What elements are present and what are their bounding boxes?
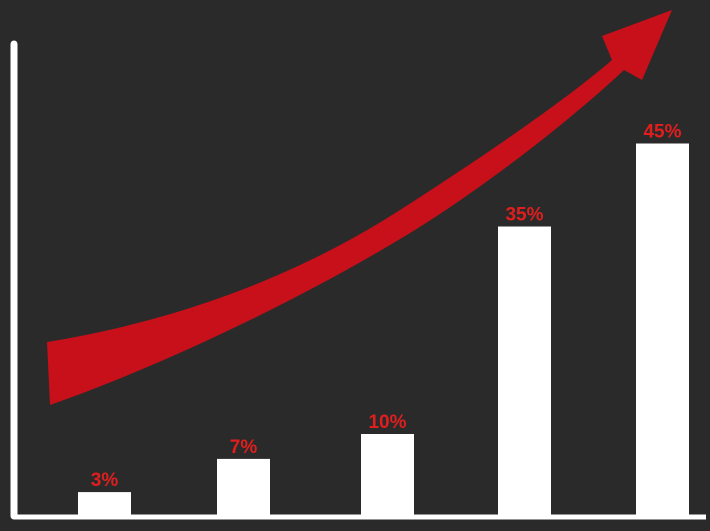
data-labels-group: 3% 7% 10% 35% 45% <box>91 122 682 492</box>
bar-5 <box>636 143 689 517</box>
data-label-5: 45% <box>643 122 681 143</box>
bar-1 <box>78 492 131 517</box>
data-label-4: 35% <box>505 205 543 226</box>
bars-group <box>78 143 689 517</box>
bar-3 <box>361 434 414 517</box>
data-label-3: 10% <box>368 412 406 433</box>
trend-arrow <box>47 10 672 405</box>
bar-2 <box>217 458 270 517</box>
bar-4 <box>498 226 551 517</box>
data-label-2: 7% <box>230 437 258 458</box>
data-label-1: 3% <box>91 470 119 491</box>
